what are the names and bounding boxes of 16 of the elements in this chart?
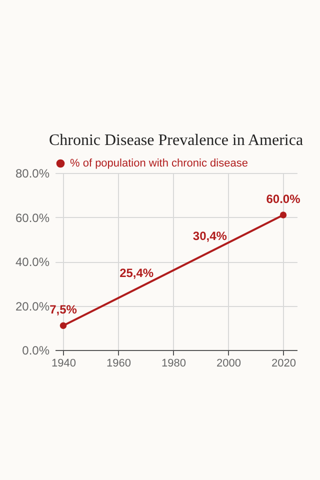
y-tick-label: 40.0% bbox=[15, 255, 50, 269]
annotation: 30,4% bbox=[192, 228, 228, 243]
annotation: 60.0% bbox=[266, 192, 301, 206]
annotation: 7,5% bbox=[50, 302, 78, 317]
x-tick-label: 1960 bbox=[106, 358, 131, 370]
chart-title: Chronic Disease Prevalence in America bbox=[48, 132, 304, 149]
x-tick-label: 2000 bbox=[216, 358, 241, 370]
y-tick-label: 20.0% bbox=[15, 299, 50, 314]
y-tick-label: 0.0% bbox=[22, 344, 50, 358]
x-tick-label: 1940 bbox=[52, 358, 76, 370]
x-tick-label: 2020 bbox=[272, 358, 296, 370]
y-tick-label: 60.0% bbox=[15, 210, 50, 225]
legend-label: % of population with chronic disease bbox=[70, 158, 248, 170]
x-tick-label: 1980 bbox=[162, 358, 186, 370]
annotation: 25,4% bbox=[120, 266, 154, 280]
y-tick-label: 80.0% bbox=[15, 166, 50, 180]
